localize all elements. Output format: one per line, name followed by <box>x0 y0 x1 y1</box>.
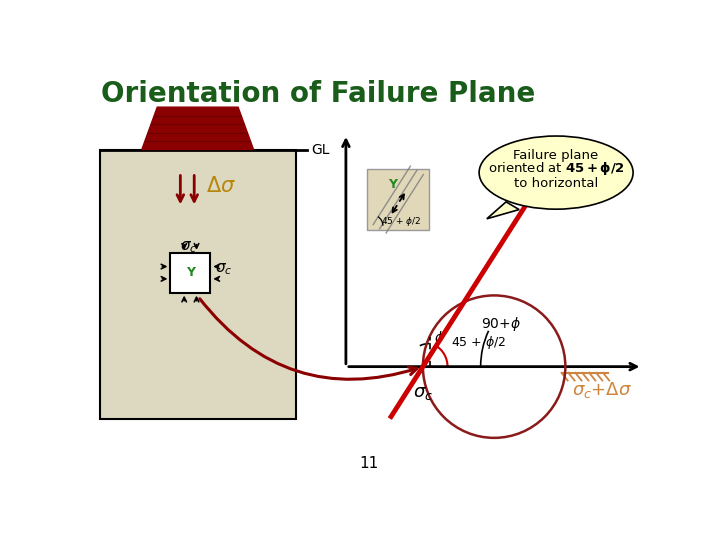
Polygon shape <box>487 202 519 219</box>
Text: 90+$\phi$: 90+$\phi$ <box>481 315 521 333</box>
Bar <box>367 168 429 231</box>
Text: 11: 11 <box>359 456 379 471</box>
Text: Y: Y <box>186 266 195 279</box>
Text: Failure plane: Failure plane <box>513 149 599 162</box>
Text: to horizontal: to horizontal <box>514 177 598 190</box>
Ellipse shape <box>479 136 633 209</box>
Text: $\sigma_c$: $\sigma_c$ <box>180 239 197 254</box>
Polygon shape <box>142 107 253 150</box>
FancyArrowPatch shape <box>199 299 417 379</box>
Text: $\phi$: $\phi$ <box>434 329 445 347</box>
Text: Orientation of Failure Plane: Orientation of Failure Plane <box>101 80 535 108</box>
Text: 45 + $\phi$/2: 45 + $\phi$/2 <box>451 334 505 351</box>
Text: GL: GL <box>311 143 330 157</box>
Text: Y: Y <box>387 178 397 191</box>
Bar <box>171 253 210 293</box>
Text: $\sigma_c$+$\Delta\sigma$: $\sigma_c$+$\Delta\sigma$ <box>572 381 631 401</box>
Text: $\sigma_c$: $\sigma_c$ <box>413 383 433 402</box>
Text: $\Delta\sigma$: $\Delta\sigma$ <box>206 177 236 197</box>
Bar <box>99 150 296 419</box>
Text: $\sigma_c$: $\sigma_c$ <box>215 262 233 278</box>
Text: 45 + $\phi$/2: 45 + $\phi$/2 <box>382 215 421 228</box>
Text: oriented at $\mathbf{45 + \phi/2}$: oriented at $\mathbf{45 + \phi/2}$ <box>487 160 624 177</box>
